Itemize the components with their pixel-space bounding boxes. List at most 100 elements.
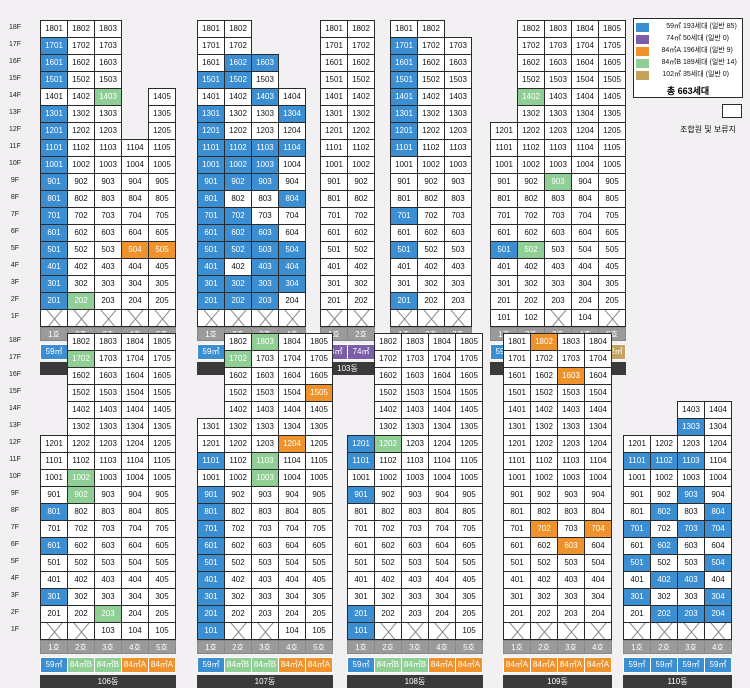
unit-cell: 1204 [428,435,456,453]
empty-unit-cell [121,309,149,327]
empty-unit-cell [544,309,572,327]
empty-unit-cell [444,309,472,327]
unit-cell: 804 [571,190,599,208]
unit-cell: 1701 [320,37,348,55]
unit-cell: 204 [121,292,149,310]
floor-label: 1F [10,313,20,320]
unit-cell: 604 [278,224,306,242]
unit-cell: 801 [320,190,348,208]
unit-cell: 1302 [517,105,545,123]
unit-cell: 1401 [40,88,68,106]
unit-cell: 902 [517,173,545,191]
unit-cell: 1504 [571,71,599,89]
unit-cell: 304 [704,588,732,606]
empty-unit-cell [704,622,732,640]
floor-label: 11F [9,456,21,463]
unit-number-label: 2호 [650,640,678,654]
unit-cell: 1003 [557,469,585,487]
unit-cell: 1603 [251,367,279,385]
unit-cell: 1302 [67,105,95,123]
floor-label: 17F [8,354,22,361]
unit-cell: 1201 [390,122,418,140]
unit-cell: 904 [278,173,306,191]
empty-unit-cell [278,309,306,327]
unit-cell: 405 [455,571,483,589]
unit-cell: 803 [94,503,122,521]
unit-cell: 303 [94,588,122,606]
unit-cell: 901 [390,173,418,191]
unit-cell: 504 [571,241,599,259]
unit-cell: 1701 [390,37,418,55]
unit-type-label: 59㎡ [677,657,705,673]
unit-cell: 1203 [557,435,585,453]
unit-cell: 1004 [584,469,612,487]
floor-label: 6F [10,228,20,235]
unit-cell: 1703 [557,350,585,368]
unit-cell: 1803 [544,20,572,38]
unit-cell: 805 [455,503,483,521]
unit-cell: 1302 [530,418,558,436]
unit-cell: 905 [598,173,626,191]
unit-cell: 1601 [390,54,418,72]
unit-cell: 1601 [40,54,68,72]
unit-cell: 802 [650,503,678,521]
unit-cell: 302 [224,588,252,606]
unit-cell: 1802 [67,20,95,38]
unit-cell: 305 [148,588,176,606]
unit-type-label: 84㎡A [121,657,149,673]
unit-cell: 1602 [530,367,558,385]
empty-unit-cell [224,622,252,640]
unit-cell: 1805 [148,333,176,351]
unit-type-label: 84㎡A [503,657,531,673]
unit-cell: 101 [197,622,225,640]
unit-cell: 503 [544,241,572,259]
unit-cell: 1004 [121,469,149,487]
unit-cell: 1405 [148,401,176,419]
unit-cell: 903 [444,173,472,191]
empty-unit-cell [67,309,95,327]
unit-cell: 1202 [374,435,402,453]
floor-label: 16F [8,371,22,378]
unit-cell: 304 [584,588,612,606]
unit-cell: 1105 [148,452,176,470]
unit-cell: 1205 [598,122,626,140]
unit-cell: 1404 [428,401,456,419]
unit-cell: 1002 [650,469,678,487]
unit-cell: 1602 [347,54,375,72]
unit-cell: 701 [40,207,68,225]
unit-cell: 503 [401,554,429,572]
unit-cell: 803 [94,190,122,208]
unit-cell: 1005 [305,469,333,487]
unit-cell: 1002 [530,469,558,487]
unit-cell: 804 [278,190,306,208]
unit-cell: 1302 [224,418,252,436]
unit-cell: 402 [347,258,375,276]
unit-cell: 402 [67,258,95,276]
unit-cell: 1105 [598,139,626,157]
unit-cell: 1804 [121,333,149,351]
unit-cell: 802 [224,190,252,208]
unit-cell: 1204 [704,435,732,453]
unit-cell: 503 [251,241,279,259]
empty-unit-cell [428,622,456,640]
unit-cell: 404 [704,571,732,589]
unit-type-label: 59㎡ [650,657,678,673]
legend-size: 84㎡A [661,47,681,54]
unit-cell: 304 [121,588,149,606]
unit-cell: 201 [347,605,375,623]
unit-cell: 1605 [305,367,333,385]
unit-cell: 702 [67,520,95,538]
unit-number-label: 1호 [197,640,225,654]
unit-cell: 504 [428,554,456,572]
unit-cell: 1402 [417,88,445,106]
unit-cell: 1303 [94,105,122,123]
unit-cell: 1104 [121,139,149,157]
unit-cell: 1202 [530,435,558,453]
unit-cell: 204 [584,605,612,623]
unit-cell: 1702 [224,37,252,55]
unit-cell: 604 [121,224,149,242]
unit-cell: 1305 [148,105,176,123]
unit-cell: 1602 [67,54,95,72]
unit-cell: 202 [530,605,558,623]
unit-cell: 1705 [148,350,176,368]
